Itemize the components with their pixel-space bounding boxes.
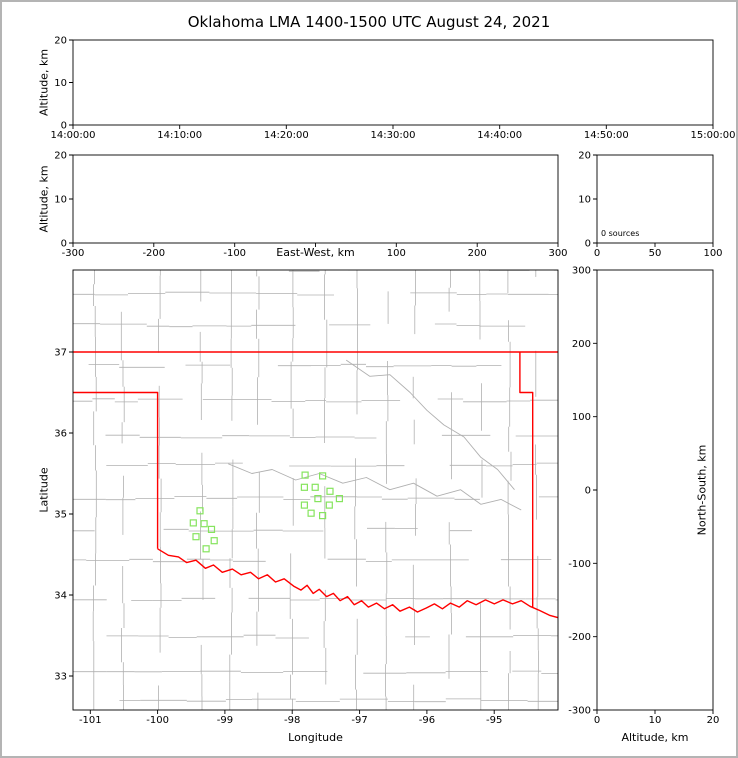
county-lines (73, 270, 558, 710)
figure-title: Oklahoma LMA 1400-1500 UTC August 24, 20… (188, 13, 551, 31)
p1-ytick-0: 0 (61, 121, 67, 132)
p5-xtick-10: 10 (649, 715, 662, 726)
lma-station-marker (300, 483, 308, 491)
map-ytick-33: 33 (54, 672, 67, 683)
map-xtick-n96: -96 (419, 715, 435, 726)
p3-ytick-10: 10 (578, 195, 591, 206)
p2-xtick-n100: -100 (223, 248, 246, 259)
map-geometry (73, 270, 558, 710)
p2-xtick-n200: -200 (142, 248, 165, 259)
map-xtick-n100: -100 (146, 715, 169, 726)
lma-station-marker (192, 533, 200, 541)
p5-ytick-200: 200 (572, 339, 591, 350)
p2-xlabel: East-West, km (276, 246, 354, 259)
p5-xtick-20: 20 (707, 715, 720, 726)
p2-xtick-n300: -300 (62, 248, 85, 259)
p1-xtick-1: 14:10:00 (157, 130, 202, 141)
p3-tick-marks (593, 154, 714, 247)
p1-tick-marks (69, 39, 714, 129)
map-xtick-n98: -98 (284, 715, 300, 726)
lma-station-marker (325, 501, 333, 509)
p1-ytick-10: 10 (54, 78, 67, 89)
p1-xtick-5: 14:50:00 (584, 130, 629, 141)
lma-station-marker (207, 525, 216, 534)
map-xtick-n95: -95 (486, 715, 502, 726)
lma-station-marker (314, 495, 322, 503)
lma-stations (189, 471, 343, 553)
p2-xtick-200: 200 (468, 248, 487, 259)
p2-xtick-100: 100 (387, 248, 406, 259)
p2-ylabel: Altitude, km (38, 165, 51, 232)
p1-xtick-4: 14:40:00 (477, 130, 522, 141)
p5-ytick-100: 100 (572, 412, 591, 423)
map-xlabel: Longitude (288, 731, 343, 744)
p2-ytick-20: 20 (54, 151, 67, 162)
lma-station-marker (307, 509, 315, 517)
p3-xtick-0: 0 (594, 248, 600, 259)
p3-xtick-100: 100 (703, 248, 722, 259)
p3-ytick-0: 0 (585, 239, 591, 250)
lma-station-marker (200, 520, 208, 528)
lma-station-marker (311, 483, 319, 491)
p2-ytick-0: 0 (61, 239, 67, 250)
p2-xtick-300: 300 (548, 248, 567, 259)
p5-xtick-0: 0 (594, 715, 600, 726)
time-height-panel (72, 39, 714, 126)
lma-station-marker (196, 507, 204, 515)
lma-station-marker (319, 472, 327, 480)
p5-ytick-300: 300 (572, 266, 591, 277)
map-ytick-37: 37 (54, 348, 67, 359)
state-border (73, 351, 558, 619)
map-xtick-n97: -97 (351, 715, 367, 726)
map-ytick-34: 34 (54, 591, 67, 602)
map-ylabel: Latitude (38, 467, 51, 513)
lma-station-marker (189, 519, 197, 527)
lma-station-marker (301, 471, 309, 479)
p3-ytick-20: 20 (578, 151, 591, 162)
lma-station-marker (319, 511, 327, 520)
lma-station-marker (326, 487, 334, 495)
map-xtick-n99: -99 (217, 715, 233, 726)
map-xtick-n101: -101 (79, 715, 102, 726)
p1-ytick-20: 20 (54, 36, 67, 47)
p5-tick-marks (593, 269, 714, 714)
p5-ytick-0: 0 (585, 486, 591, 497)
p5-ytick-n300: -300 (568, 706, 591, 717)
source-count-annotation: 0 sources (601, 229, 639, 238)
map-ytick-36: 36 (54, 429, 67, 440)
p2-ytick-10: 10 (54, 195, 67, 206)
ew-height-panel (72, 154, 559, 244)
lma-station-marker (202, 545, 210, 553)
map-tick-marks (69, 351, 495, 714)
lma-station-marker (335, 495, 343, 503)
map-ytick-35: 35 (54, 510, 67, 521)
p5-ytick-n200: -200 (568, 632, 591, 643)
p1-xtick-2: 14:20:00 (264, 130, 309, 141)
p1-xtick-6: 15:00:00 (691, 130, 736, 141)
p1-xtick-3: 14:30:00 (371, 130, 416, 141)
river-lines (228, 359, 522, 511)
p5-xlabel: Altitude, km (621, 731, 688, 744)
p5-ylabel: North-South, km (696, 445, 709, 536)
p1-xtick-0: 14:00:00 (51, 130, 96, 141)
lma-station-marker (300, 501, 308, 509)
lma-station-marker (210, 537, 218, 545)
p3-xtick-50: 50 (649, 248, 662, 259)
p5-ytick-n100: -100 (568, 559, 591, 570)
map-panel (72, 269, 559, 711)
p1-ylabel: Altitude, km (38, 49, 51, 116)
p2-tick-marks (69, 154, 559, 247)
